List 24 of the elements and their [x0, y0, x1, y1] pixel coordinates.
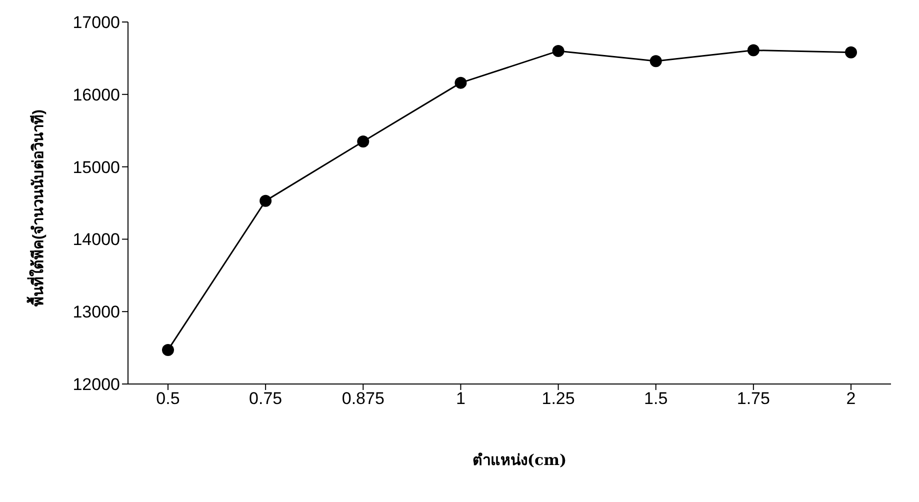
point	[454, 76, 467, 89]
y-axis-title: พื้นที่ใต้พีค(จำนวนนับต่อวินาที)	[26, 110, 48, 306]
point	[650, 55, 662, 68]
x-tick-label: 1.5	[644, 389, 668, 408]
y-tick-label: 16000	[72, 85, 120, 104]
x-tick-label: 2	[846, 389, 856, 408]
point	[747, 44, 760, 56]
y-tick-label: 12000	[72, 375, 120, 394]
x-tick-label: 0.75	[249, 389, 282, 408]
y-tick-label: 17000	[72, 13, 120, 32]
point	[357, 135, 370, 148]
y-tick-label: 15000	[72, 158, 120, 177]
x-tick-label: 0.5	[156, 389, 180, 408]
y-tick-label: 13000	[72, 302, 120, 322]
x-axis-title: ตำแหน่ง(cm)	[471, 450, 568, 471]
y-tick-label: 14000	[72, 230, 120, 250]
x-tick-label: 1	[456, 389, 466, 408]
point	[260, 194, 272, 207]
point	[845, 46, 857, 58]
point	[162, 344, 174, 356]
x-tick-label: 1.75	[736, 389, 770, 408]
point	[552, 44, 564, 57]
x-tick-label: 0.875	[342, 389, 384, 408]
x-tick-label: 1.25	[542, 389, 575, 408]
